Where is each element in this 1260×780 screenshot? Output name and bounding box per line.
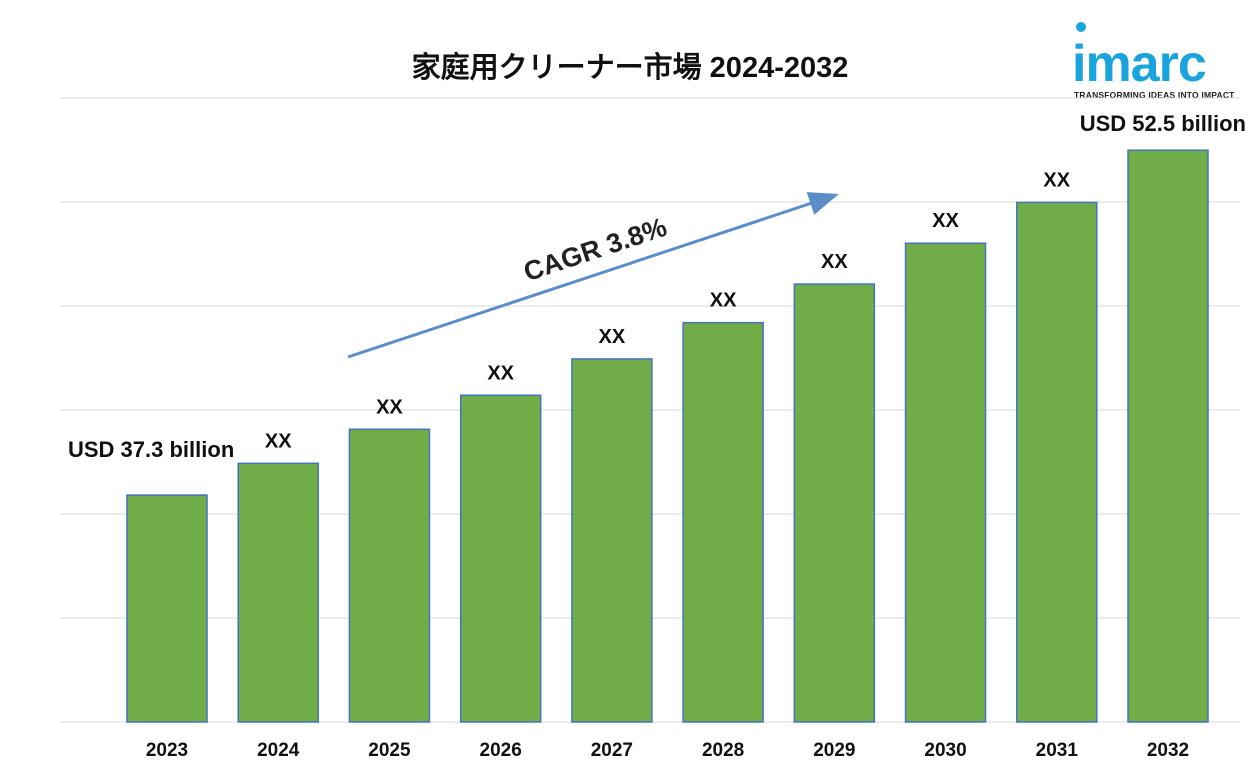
bar-2028 <box>682 321 764 723</box>
bar-2025 <box>348 428 431 723</box>
bar-label: XX <box>821 251 848 273</box>
logo-word: imarc <box>1072 35 1207 93</box>
x-tick-label: 2023 <box>146 740 188 761</box>
x-tick-label: 2029 <box>813 740 855 761</box>
bar-2023 <box>126 494 208 723</box>
x-tick-label: 2026 <box>480 740 522 761</box>
x-tick-label: 2031 <box>1036 740 1079 761</box>
cagr-annotation: CAGR 3.8% <box>520 212 670 287</box>
x-tick-label: 2032 <box>1147 740 1189 761</box>
bar-2032 <box>1127 149 1209 723</box>
bar-label: XX <box>487 362 514 384</box>
x-tick-label: 2025 <box>368 740 411 761</box>
bar-label: XX <box>376 396 403 418</box>
logo-tagline: TRANSFORMING IDEAS INTO IMPACT <box>1074 90 1235 100</box>
bar-2026 <box>459 394 542 723</box>
imarc-logo: imarc TRANSFORMING IDEAS INTO IMPACT <box>1072 22 1244 104</box>
bar-2027 <box>571 358 653 723</box>
bar-label: USD 52.5 billion <box>1080 111 1246 136</box>
bar-label: XX <box>932 210 959 232</box>
bar-2031 <box>1016 201 1098 723</box>
bar-label: XX <box>599 326 626 348</box>
x-tick-label: 2027 <box>591 740 633 761</box>
bar-2029 <box>793 283 876 723</box>
chart-title: 家庭用クリーナー市場 2024-2032 <box>411 52 849 84</box>
bar-2030 <box>904 242 987 723</box>
bar-2024 <box>237 462 319 723</box>
cagr-arrow <box>347 192 839 359</box>
x-tick-label: 2024 <box>257 740 300 761</box>
bar-label: XX <box>265 430 292 452</box>
bar-label: XX <box>710 290 737 312</box>
logo-dot-icon <box>1076 22 1086 32</box>
x-tick-label: 2028 <box>702 740 744 761</box>
bar-label: USD 37.3 billion <box>68 437 234 462</box>
bar-label: XX <box>1043 169 1070 191</box>
x-tick-label: 2030 <box>924 740 966 761</box>
